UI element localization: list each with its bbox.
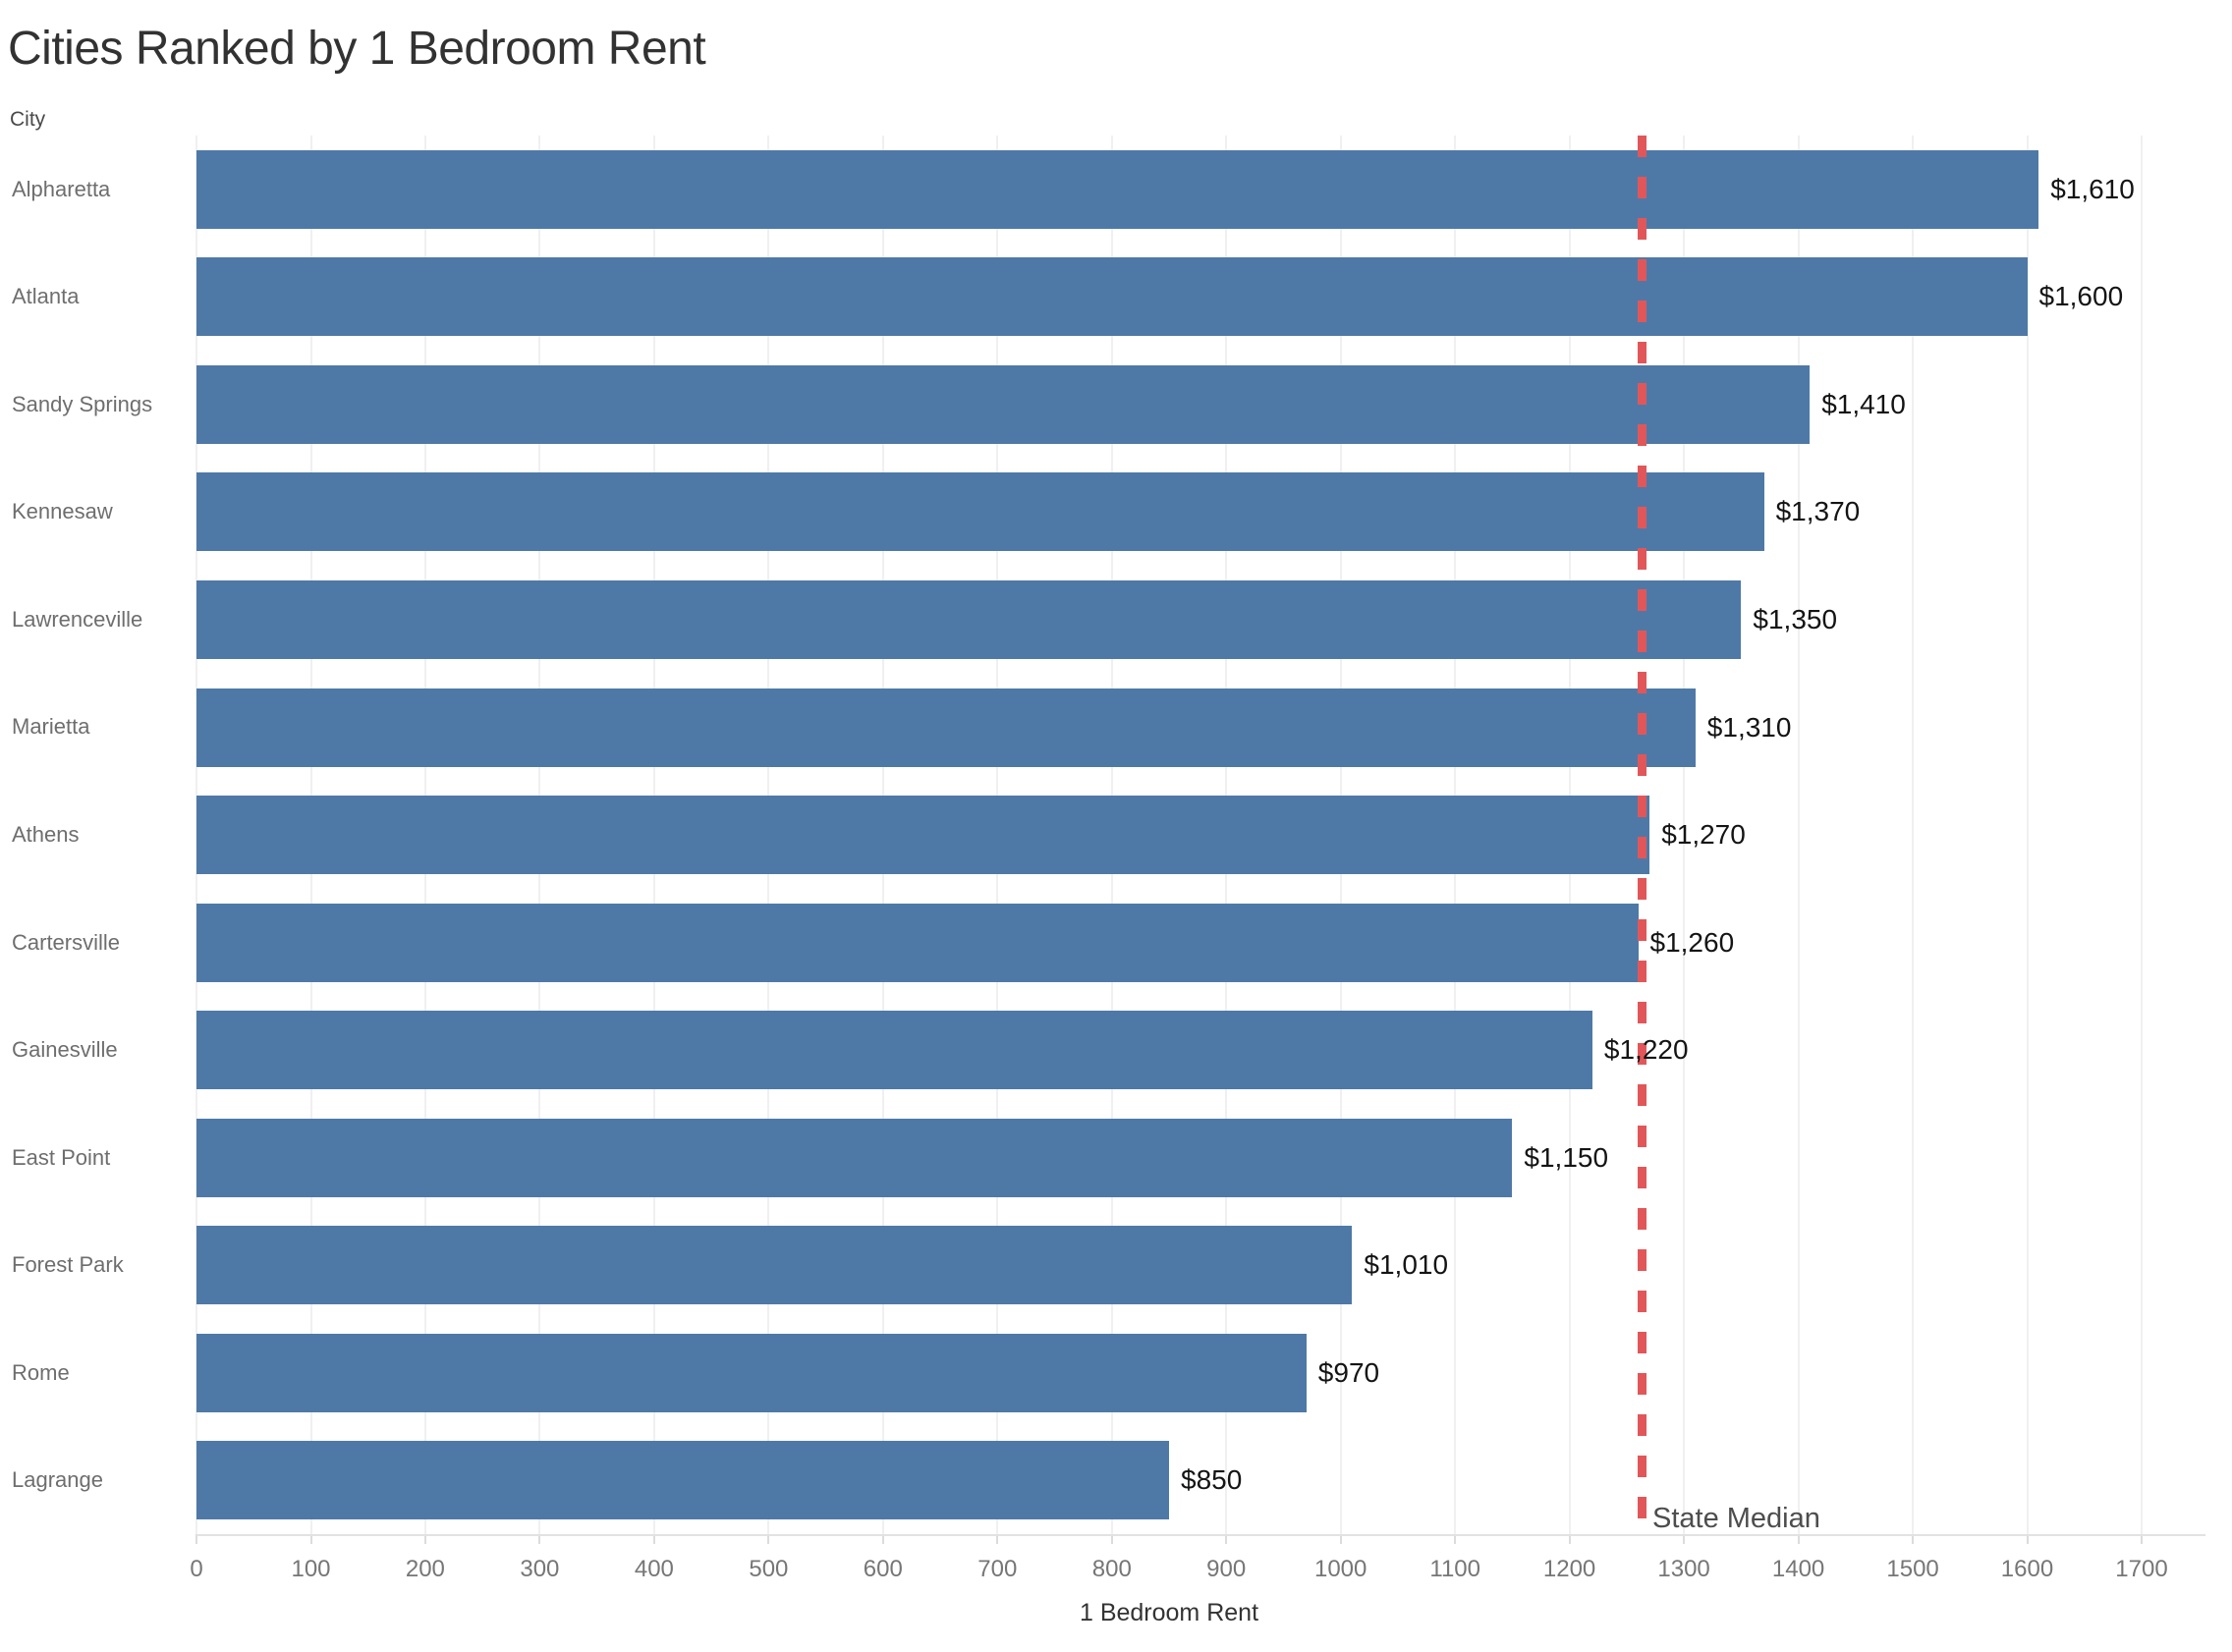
axis-tick-300 <box>538 1534 541 1544</box>
city-label-lawrenceville: Lawrenceville <box>12 606 143 632</box>
bar-rome[interactable] <box>196 1333 1307 1412</box>
bar-sandy-springs[interactable] <box>196 364 1811 444</box>
tick-label-1400: 1400 <box>1771 1556 1825 1582</box>
axis-tick-100 <box>309 1534 312 1544</box>
value-label-sandy-springs: $1,410 <box>1821 388 1906 419</box>
tick-label-100: 100 <box>291 1556 331 1582</box>
gridline-1300 <box>1683 136 1686 1534</box>
city-label-sandy-springs: Sandy Springs <box>12 391 153 416</box>
value-label-forest-park: $1,010 <box>1364 1249 1449 1281</box>
bar-lawrenceville[interactable] <box>196 579 1742 659</box>
tick-label-1700: 1700 <box>2115 1556 2168 1582</box>
value-label-east-point: $1,150 <box>1524 1141 1609 1173</box>
bar-marietta[interactable] <box>196 688 1696 767</box>
bar-gainesville[interactable] <box>196 1011 1592 1090</box>
x-axis-title: 1 Bedroom Rent <box>1079 1599 1259 1626</box>
city-label-cartersville: Cartersville <box>12 929 121 955</box>
value-label-cartersville: $1,260 <box>1649 926 1735 958</box>
gridline-1400 <box>1797 136 1800 1534</box>
tick-label-1500: 1500 <box>1886 1556 1939 1582</box>
value-label-atlanta: $1,600 <box>2038 281 2124 312</box>
tick-label-700: 700 <box>977 1556 1018 1582</box>
tick-label-1600: 1600 <box>2000 1556 2054 1582</box>
bar-atlanta[interactable] <box>196 257 2028 337</box>
gridline-1500 <box>1912 136 1915 1534</box>
tick-label-500: 500 <box>749 1556 789 1582</box>
axis-tick-1500 <box>1912 1534 1915 1544</box>
axis-tick-400 <box>652 1534 655 1544</box>
tick-label-0: 0 <box>190 1556 203 1582</box>
axis-tick-0 <box>195 1534 197 1544</box>
value-label-athens: $1,270 <box>1661 819 1746 850</box>
axis-tick-600 <box>881 1534 884 1544</box>
tick-label-1100: 1100 <box>1429 1556 1480 1582</box>
axis-tick-1100 <box>1454 1534 1457 1544</box>
axis-tick-1000 <box>1339 1534 1342 1544</box>
tick-label-1300: 1300 <box>1657 1556 1710 1582</box>
axis-tick-1400 <box>1797 1534 1800 1544</box>
x-axis-line <box>196 1534 2205 1536</box>
value-label-alpharetta: $1,610 <box>2050 173 2135 204</box>
axis-tick-1700 <box>2141 1534 2143 1544</box>
tick-label-1000: 1000 <box>1313 1556 1367 1582</box>
city-label-athens: Athens <box>12 821 80 847</box>
value-label-marietta: $1,310 <box>1706 711 1792 743</box>
axis-tick-800 <box>1110 1534 1113 1544</box>
city-label-forest-park: Forest Park <box>12 1252 124 1278</box>
city-label-rome: Rome <box>12 1359 70 1385</box>
axis-tick-700 <box>996 1534 999 1544</box>
tick-label-400: 400 <box>634 1556 674 1582</box>
row-axis-header: City <box>10 108 46 131</box>
axis-tick-1300 <box>1683 1534 1686 1544</box>
city-label-kennesaw: Kennesaw <box>12 499 113 524</box>
bar-kennesaw[interactable] <box>196 472 1764 552</box>
city-label-marietta: Marietta <box>12 714 90 740</box>
bar-alpharetta[interactable] <box>196 149 2039 229</box>
state-median-label: State Median <box>1652 1503 1820 1534</box>
gridline-1700 <box>2141 136 2143 1534</box>
value-label-lagrange: $850 <box>1181 1464 1243 1496</box>
bar-east-point[interactable] <box>196 1118 1513 1197</box>
value-label-rome: $970 <box>1317 1356 1380 1388</box>
axis-tick-1600 <box>2026 1534 2029 1544</box>
city-label-atlanta: Atlanta <box>12 284 80 309</box>
bar-lagrange[interactable] <box>196 1441 1169 1520</box>
city-label-lagrange: Lagrange <box>12 1467 103 1493</box>
tick-label-900: 900 <box>1206 1556 1247 1582</box>
tick-label-600: 600 <box>863 1556 903 1582</box>
axis-tick-200 <box>423 1534 426 1544</box>
tick-label-300: 300 <box>520 1556 560 1582</box>
bar-forest-park[interactable] <box>196 1226 1353 1305</box>
bar-cartersville[interactable] <box>196 903 1639 982</box>
bar-athens[interactable] <box>196 796 1650 874</box>
state-median-reference-line[interactable] <box>1637 136 1646 1538</box>
city-label-east-point: East Point <box>12 1144 111 1170</box>
tick-label-200: 200 <box>405 1556 445 1582</box>
value-label-gainesville: $1,220 <box>1603 1034 1689 1066</box>
gridline-1600 <box>2026 136 2029 1534</box>
value-label-kennesaw: $1,370 <box>1775 496 1861 527</box>
axis-tick-500 <box>767 1534 770 1544</box>
tick-label-800: 800 <box>1091 1556 1132 1582</box>
tick-label-1200: 1200 <box>1542 1556 1596 1582</box>
city-label-gainesville: Gainesville <box>12 1037 118 1063</box>
value-label-lawrenceville: $1,350 <box>1753 603 1838 634</box>
chart-title: Cities Ranked by 1 Bedroom Rent <box>8 23 706 75</box>
axis-tick-1200 <box>1568 1534 1571 1544</box>
city-label-alpharetta: Alpharetta <box>12 176 111 201</box>
axis-tick-900 <box>1225 1534 1228 1544</box>
